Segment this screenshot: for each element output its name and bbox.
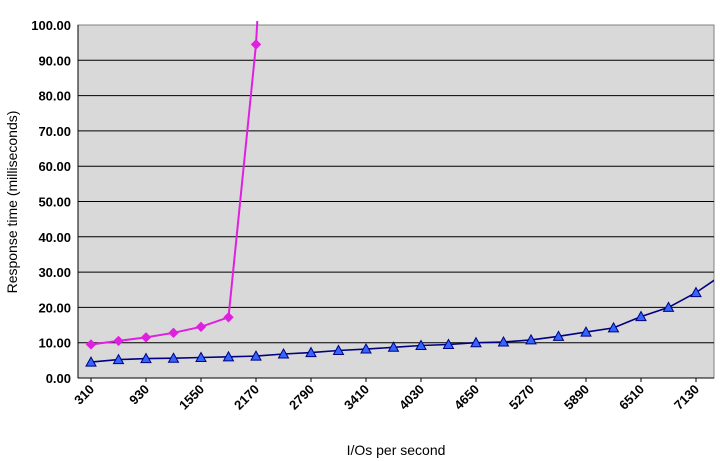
y-tick-label: 50.00 — [38, 195, 71, 210]
data-point-triangle — [85, 356, 97, 367]
data-point-diamond — [250, 39, 262, 50]
series-1 — [85, 20, 262, 350]
y-tick-label: 20.00 — [38, 300, 71, 315]
data-point-triangle — [635, 310, 647, 322]
x-tick-label: 2170 — [231, 382, 262, 413]
data-point-triangle — [112, 353, 125, 365]
data-point-triangle — [552, 330, 565, 341]
series-line — [90, 279, 714, 363]
data-point-triangle — [277, 347, 290, 359]
data-point-diamond — [113, 335, 124, 347]
data-point-triangle — [497, 335, 510, 347]
data-point-triangle — [470, 336, 482, 348]
y-tick-label: 80.00 — [38, 89, 71, 104]
y-tick-labels: 0.00 10.00 20.00 30.00 40.00 50.00 60.00 70.00 8… — [31, 18, 71, 386]
data-point-triangle — [360, 343, 372, 354]
data-point-triangle — [332, 344, 345, 355]
data-point-triangle — [607, 321, 620, 333]
data-point-diamond — [85, 339, 97, 350]
series-2 — [85, 279, 714, 367]
x-tick-label: 5890 — [561, 382, 592, 413]
data-point-diamond — [168, 327, 179, 339]
y-tick-label: 100.00 — [31, 18, 71, 33]
x-tick-label: 7130 — [671, 382, 702, 413]
y-tick-label: 70.00 — [38, 124, 71, 139]
y-tick-label: 10.00 — [38, 336, 71, 351]
data-point-triangle — [442, 338, 455, 349]
data-point-diamond — [195, 321, 207, 333]
data-point-triangle — [662, 301, 675, 312]
x-tick-label: 930 — [126, 382, 152, 408]
data-point-diamond — [223, 312, 234, 323]
data-point-triangle — [222, 350, 235, 362]
data-series — [85, 20, 714, 367]
x-tick-label: 4030 — [396, 382, 427, 413]
gridlines — [78, 59, 714, 344]
x-tick-label: 310 — [71, 382, 97, 408]
y-tick-label: 60.00 — [38, 159, 71, 174]
x-tick-label: 3410 — [341, 382, 372, 413]
data-point-triangle — [305, 346, 317, 358]
y-axis-title: Response time (milliseconds) — [4, 111, 20, 294]
data-point-triangle — [415, 339, 427, 351]
x-tick-label: 6510 — [616, 382, 647, 413]
data-point-diamond — [140, 332, 152, 343]
y-tick-label: 40.00 — [38, 230, 71, 245]
y-tick-label: 90.00 — [38, 53, 71, 68]
x-tick-label: 4650 — [451, 382, 482, 413]
data-point-triangle — [387, 341, 400, 352]
x-tick-label: 5270 — [506, 382, 537, 413]
data-point-triangle — [250, 350, 262, 361]
data-point-triangle — [580, 326, 592, 337]
data-point-triangle — [690, 286, 702, 298]
x-axis-title: I/Os per second — [347, 442, 446, 458]
y-tick-label: 30.00 — [38, 265, 71, 280]
x-tick-label: 2790 — [286, 382, 317, 413]
data-point-triangle — [167, 352, 180, 363]
data-point-triangle — [525, 333, 537, 345]
x-tick-label: 1550 — [176, 382, 207, 413]
data-point-triangle — [140, 352, 152, 364]
y-tick-label: 0.00 — [46, 371, 71, 386]
data-point-triangle — [195, 351, 207, 363]
